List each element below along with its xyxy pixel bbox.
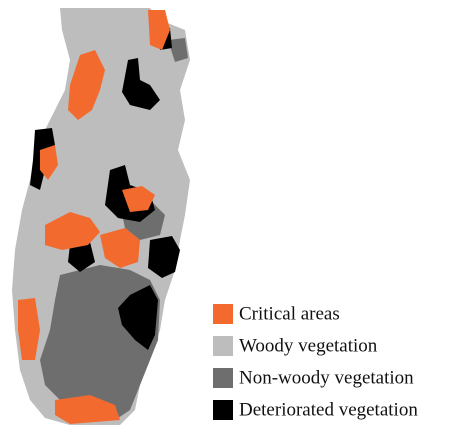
legend-label: Non-woody vegetation (239, 367, 414, 388)
region-critical (68, 50, 105, 120)
region-critical (40, 145, 58, 180)
region-critical (18, 298, 40, 360)
legend-swatch (213, 304, 233, 324)
legend-swatch (213, 336, 233, 356)
legend-label: Woody vegetation (239, 335, 378, 356)
legend-swatch (213, 368, 233, 388)
region-deteriorated (118, 285, 158, 350)
region-critical (45, 212, 100, 250)
legend-label: Deteriorated vegetation (239, 399, 418, 420)
region-critical (55, 395, 120, 424)
region-critical (100, 228, 140, 268)
region-non-woody (168, 38, 188, 62)
region-deteriorated (148, 236, 180, 278)
legend: Critical areas Woody vegetation Non-woody … (213, 303, 418, 420)
region-deteriorated (122, 58, 160, 110)
map (12, 8, 190, 425)
legend-label: Critical areas (239, 303, 340, 324)
region-deteriorated (68, 242, 95, 272)
region-critical (122, 186, 155, 212)
region-critical (148, 10, 170, 50)
legend-swatch (213, 400, 233, 420)
